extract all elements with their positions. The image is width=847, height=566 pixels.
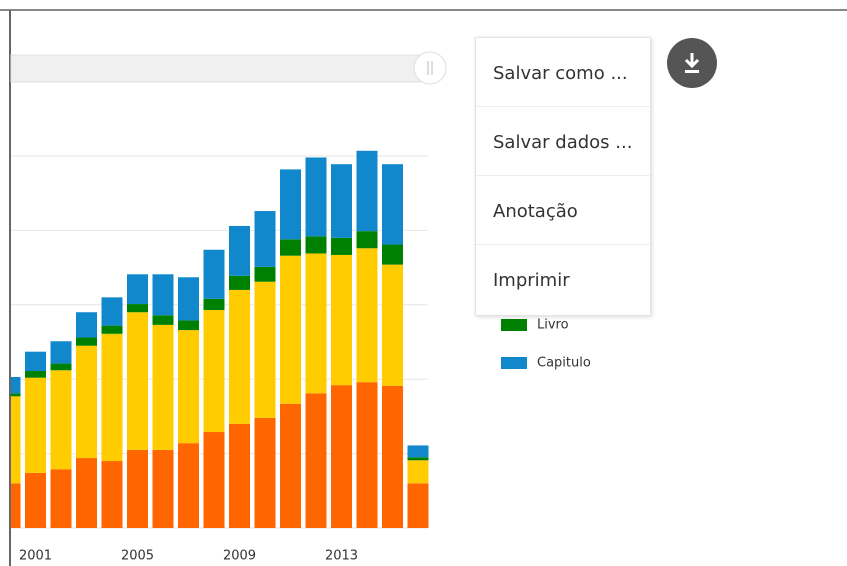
download-icon <box>684 53 700 69</box>
bar-segment <box>50 363 72 371</box>
download-icon <box>685 70 699 73</box>
bar-segment <box>382 264 403 386</box>
menu-item[interactable]: Imprimir <box>493 270 570 291</box>
bar-segment <box>382 164 403 245</box>
bar-segment <box>178 330 199 444</box>
bar-segment <box>50 341 72 364</box>
bar-segment <box>101 297 123 326</box>
bar-segment <box>407 460 429 484</box>
bar-segment <box>203 298 225 311</box>
bar-segment <box>101 461 123 528</box>
bar-segment <box>280 403 301 528</box>
bar-segment <box>152 315 174 325</box>
bar-segment <box>127 449 148 528</box>
bar-segment <box>229 275 250 290</box>
bar-segment <box>11 393 21 397</box>
bar-segment <box>76 458 97 528</box>
navigator-handle[interactable] <box>413 51 447 85</box>
bar-segment <box>280 239 301 256</box>
bar-segment <box>229 225 250 276</box>
menu-pointer <box>649 56 656 70</box>
bar-segment <box>382 385 403 528</box>
bar-segment <box>178 443 199 528</box>
navigator-bar <box>10 54 432 83</box>
bar-segment <box>11 396 21 484</box>
bar-segment <box>50 370 72 470</box>
bar-segment <box>331 237 352 255</box>
x-tick-label: 2005 <box>121 549 154 564</box>
bar-segment <box>280 169 301 240</box>
bar-segment <box>356 150 378 232</box>
bar-segment <box>229 289 250 424</box>
bar-segment <box>178 320 199 331</box>
bar-segment <box>356 382 378 528</box>
bar-segment <box>50 469 72 528</box>
bar-segment <box>305 393 327 528</box>
bar-segment <box>25 351 46 372</box>
plot-area <box>11 150 429 529</box>
bar-segment <box>382 244 403 265</box>
bar-segment <box>305 253 327 394</box>
bar-segment <box>280 255 301 404</box>
bar-segment <box>331 164 352 238</box>
legend-swatch <box>501 319 527 331</box>
bar-segment <box>152 449 174 528</box>
bar-segment <box>305 157 327 237</box>
bar-segment <box>407 457 429 461</box>
bar-segment <box>331 254 352 386</box>
bar-segment <box>152 274 174 316</box>
bar-segment <box>407 483 429 528</box>
bar-segment <box>25 371 46 378</box>
bar-segment <box>331 385 352 528</box>
legend-swatch <box>501 357 527 369</box>
bar-segment <box>203 249 225 299</box>
bar-segment <box>152 324 174 450</box>
bar-segment <box>305 236 327 254</box>
export-menu: Salvar como ... Salvar dados ... Anotação I… <box>475 37 651 316</box>
menu-item[interactable]: Anotação <box>476 176 650 245</box>
bar-segment <box>11 376 21 394</box>
bar-segment <box>76 345 97 459</box>
x-tick-label: 2013 <box>325 549 358 564</box>
bar-segment <box>254 211 276 267</box>
bar-segment <box>127 304 148 313</box>
bar-segment <box>101 325 123 334</box>
bar-segment <box>178 277 199 321</box>
bar-segment <box>254 281 276 418</box>
bar-segment <box>203 310 225 433</box>
bar-segment <box>254 417 276 528</box>
legend-label: Capitulo <box>537 356 591 371</box>
x-tick-label: 2009 <box>223 549 256 564</box>
menu-item[interactable]: Salvar dados ... <box>476 107 650 176</box>
bar-segment <box>25 377 46 473</box>
bar-segment <box>127 274 148 305</box>
bar-segment <box>11 483 21 528</box>
bar-segment <box>356 231 378 249</box>
bar-segment <box>229 423 250 528</box>
legend-label: Livro <box>537 318 569 333</box>
x-tick-label: 2001 <box>19 549 52 564</box>
bar-segment <box>407 445 429 458</box>
menu-item[interactable]: Salvar como ... <box>476 38 650 107</box>
bar-segment <box>356 248 378 383</box>
bar-segment <box>25 472 46 528</box>
bar-segment <box>76 312 97 338</box>
bar-segment <box>254 266 276 282</box>
bar-segment <box>101 333 123 462</box>
bar-segment <box>203 432 225 528</box>
bar-segment <box>127 312 148 450</box>
bar-segment <box>76 337 97 346</box>
